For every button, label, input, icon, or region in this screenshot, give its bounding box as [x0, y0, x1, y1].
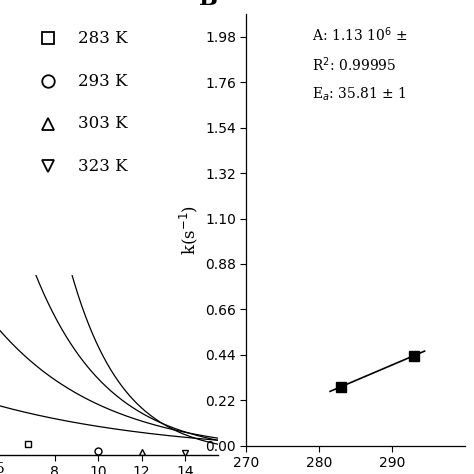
Y-axis label: k(s$^{-1}$): k(s$^{-1}$): [177, 205, 200, 255]
Text: 283 K: 283 K: [79, 30, 128, 47]
Text: 293 K: 293 K: [79, 73, 128, 90]
Text: B: B: [199, 0, 218, 10]
Text: 5: 5: [0, 462, 4, 474]
Text: 323 K: 323 K: [79, 158, 128, 175]
Text: 303 K: 303 K: [79, 115, 128, 132]
Text: E$_a$: 35.81 $\pm$ 1: E$_a$: 35.81 $\pm$ 1: [312, 85, 406, 103]
Text: A: 1.13 10$^6$ $\pm$: A: 1.13 10$^6$ $\pm$: [312, 25, 407, 44]
Text: R$^2$: 0.99995: R$^2$: 0.99995: [312, 55, 396, 74]
